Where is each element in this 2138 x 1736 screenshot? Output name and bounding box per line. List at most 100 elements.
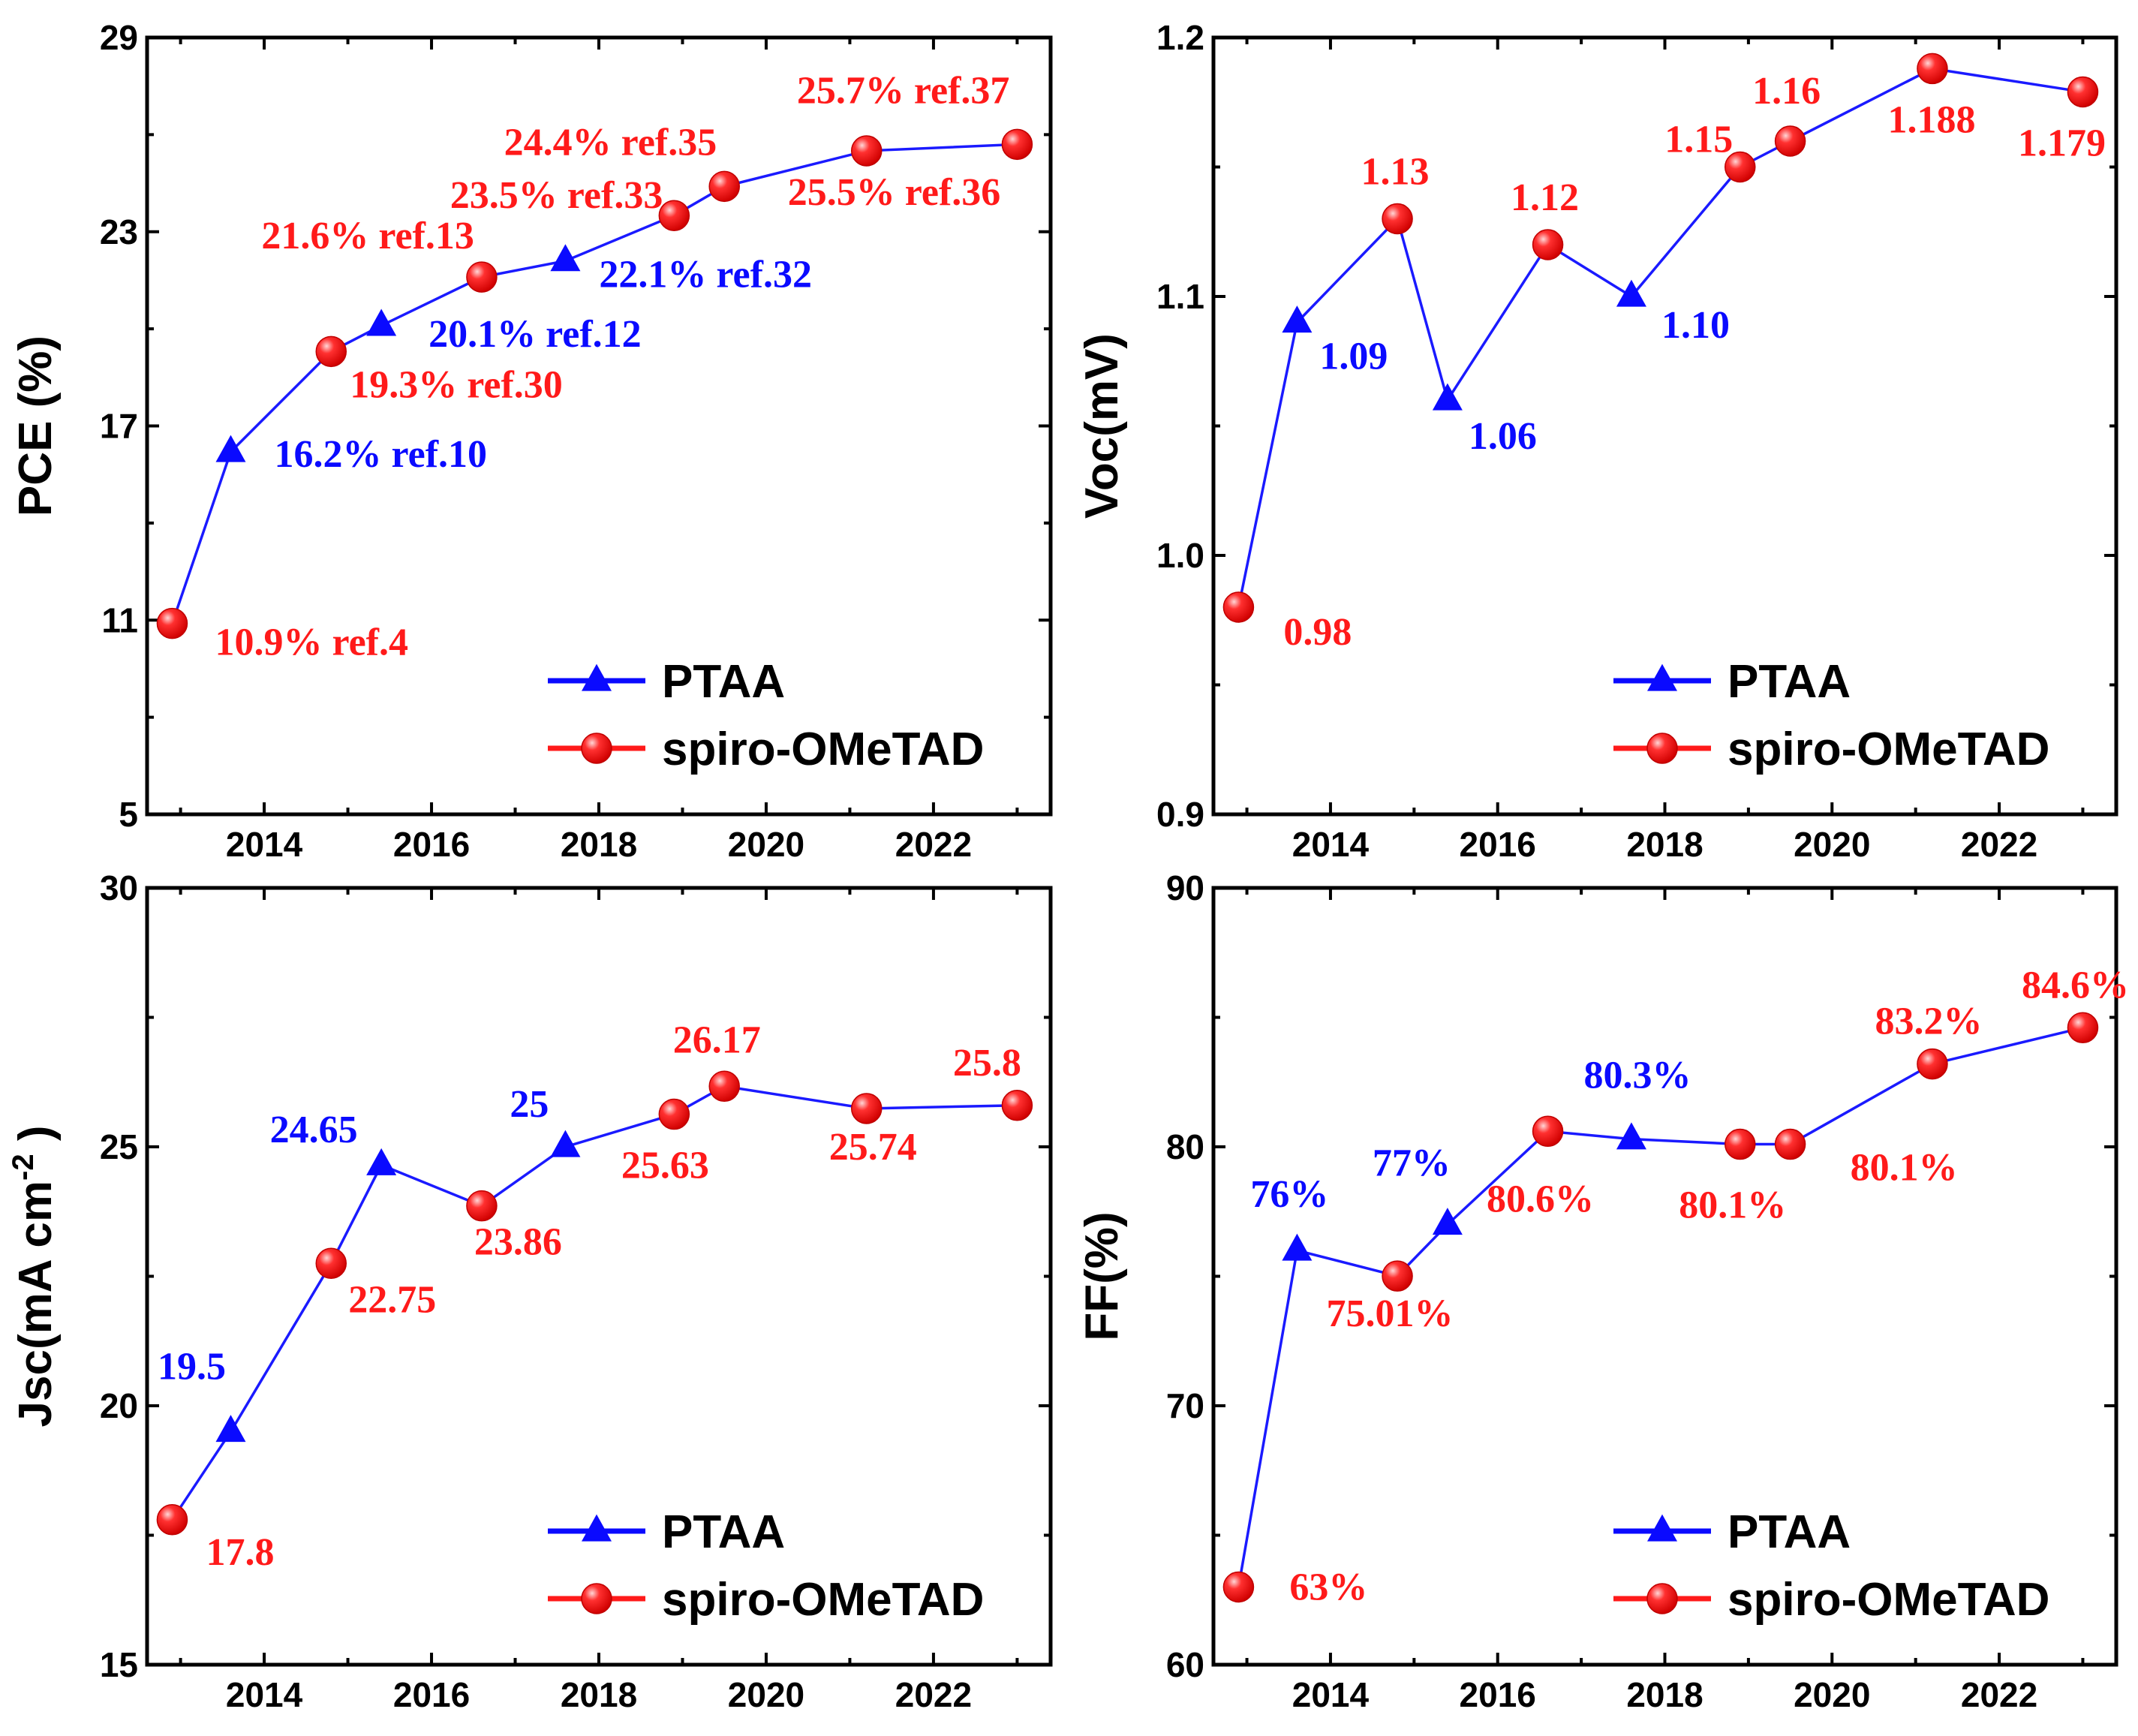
plot-frame — [145, 886, 1053, 1667]
y-tick-label: 25 — [100, 1127, 138, 1166]
spiro-marker — [1917, 1048, 1948, 1080]
data-label: 75.01% — [1327, 1292, 1454, 1335]
x-tick-label: 2022 — [895, 1675, 972, 1714]
data-label: 80.1% — [1851, 1147, 1958, 1190]
series-line — [170, 143, 1018, 624]
data-label: 80.3% — [1583, 1055, 1691, 1097]
y-axis-label-text: Voc(mV) — [1076, 333, 1128, 519]
data-label: 1.179 — [2018, 122, 2106, 164]
spiro-marker — [156, 1504, 188, 1536]
series-line — [170, 1085, 1018, 1521]
ptaa-marker — [1432, 383, 1463, 411]
y-tick-label: 23 — [100, 212, 138, 251]
ptaa-marker — [366, 308, 397, 336]
x-tick-label: 2020 — [1794, 1675, 1870, 1714]
spiro-marker — [1001, 1090, 1033, 1121]
data-label: 76% — [1250, 1173, 1328, 1216]
y-axis-label: Jsc(mA cm-2 ) — [7, 1126, 62, 1428]
spiro-marker — [2067, 1012, 2099, 1044]
data-label: 26.17 — [673, 1018, 761, 1061]
ptaa-marker — [1282, 305, 1313, 333]
data-label: 1.188 — [1887, 98, 1975, 141]
y-tick-label: 11 — [101, 600, 138, 639]
y-tick-label: 17 — [100, 407, 138, 446]
ptaa-marker — [550, 1130, 581, 1157]
y-tick-label: 90 — [1166, 868, 1204, 907]
ptaa-marker — [1432, 1208, 1463, 1235]
spiro-marker — [1532, 229, 1564, 260]
data-label: 24.4% ref.35 — [504, 121, 717, 164]
data-label: 25.7% ref.37 — [797, 69, 1010, 112]
x-tick-label: 2018 — [561, 1675, 637, 1714]
x-tick-label: 2014 — [1292, 825, 1370, 864]
y-axis-label-sup: -2 — [7, 1154, 40, 1181]
x-tick-label: 2016 — [393, 825, 470, 864]
spiro-marker — [850, 135, 883, 167]
data-label: 25 — [510, 1083, 549, 1126]
x-tick-label: 2014 — [1292, 1675, 1370, 1714]
x-tick-label: 2018 — [1626, 825, 1703, 864]
x-tick-label: 2016 — [1460, 1675, 1536, 1714]
data-label: 1.16 — [1752, 70, 1821, 113]
data-label: 22.75 — [348, 1278, 436, 1321]
y-tick-label: 5 — [119, 795, 138, 834]
x-tick-label: 2020 — [728, 1675, 804, 1714]
spiro-marker — [1725, 1128, 1756, 1160]
data-label: 20.1% ref.12 — [429, 313, 642, 356]
data-label: 77% — [1373, 1142, 1451, 1185]
legend-spiro-marker — [1646, 733, 1678, 764]
spiro-marker — [466, 261, 498, 293]
y-tick-label: 1.2 — [1156, 18, 1204, 57]
spiro-marker — [1382, 203, 1413, 235]
legend-ptaa-marker — [1647, 663, 1677, 691]
spiro-marker — [1774, 1128, 1806, 1160]
ptaa-marker — [1616, 1122, 1646, 1150]
data-label: 1.12 — [1511, 176, 1579, 219]
legend-spiro-marker — [581, 733, 612, 764]
data-label: 16.2% ref.10 — [274, 433, 487, 476]
legend-spiro-marker — [581, 1583, 612, 1614]
ptaa-marker — [1282, 1233, 1313, 1261]
legend-spiro-label: spiro-OMeTAD — [1728, 1574, 2049, 1626]
y-axis-label: Voc(mV) — [1076, 333, 1128, 519]
data-label: 63% — [1289, 1566, 1367, 1609]
x-tick-label: 2018 — [1626, 1675, 1703, 1714]
ptaa-marker — [1616, 279, 1646, 307]
data-label: 1.10 — [1661, 304, 1730, 347]
y-axis-label: FF(%) — [1076, 1211, 1128, 1340]
y-tick-label: 20 — [100, 1386, 138, 1425]
y-tick-label: 0.9 — [1156, 795, 1204, 834]
spiro-marker — [1917, 53, 1948, 85]
y-tick-label: 60 — [1166, 1645, 1204, 1684]
data-label: 21.6% ref.13 — [261, 215, 474, 257]
spiro-marker — [1222, 591, 1255, 623]
data-label: 1.15 — [1664, 119, 1733, 161]
spiro-marker — [1001, 128, 1033, 161]
spiro-marker — [315, 335, 347, 368]
panel-jsc: 2014 2016 2018 2020 2022 15 20 25 30 Jsc(mA cm-2 … — [7, 868, 1053, 1714]
spiro-marker — [708, 1070, 740, 1103]
spiro-marker — [156, 607, 188, 639]
y-tick-label: 70 — [1166, 1386, 1204, 1425]
series-line — [1237, 1026, 2083, 1587]
series-line — [1237, 67, 2083, 608]
panel-ff: 2014 2016 2018 2020 2022 60 70 80 90 FF(%) 63% 76% 7… — [1076, 868, 2129, 1714]
legend-ptaa-marker — [1647, 1514, 1677, 1542]
data-label: 22.1% ref.32 — [599, 254, 812, 296]
x-tick-label: 2022 — [1961, 1675, 2037, 1714]
data-label: 0.98 — [1283, 611, 1352, 654]
ptaa-marker — [215, 1415, 246, 1443]
x-tick-label: 2022 — [895, 825, 972, 864]
legend-ptaa-label: PTAA — [662, 656, 785, 708]
panel-pce: 2014 2016 2018 2020 2022 5 11 17 23 29 PCE (%) 10.9… — [10, 18, 1053, 864]
panel-voc: 2014 2016 2018 2020 2022 0.9 1.0 1.1 1.2 Voc(mV) 0… — [1076, 18, 2118, 864]
legend-ptaa-marker — [582, 663, 612, 691]
data-label: 25.8 — [953, 1042, 1021, 1085]
legend-spiro-label: spiro-OMeTAD — [662, 724, 984, 775]
data-label: 19.3% ref.30 — [350, 363, 563, 406]
spiro-marker — [708, 170, 740, 203]
y-axis-label-close: ) — [10, 1126, 62, 1154]
data-label: 80.1% — [1679, 1184, 1786, 1227]
legend-ptaa-marker — [582, 1514, 612, 1542]
data-label: 84.6% — [2022, 964, 2129, 1006]
